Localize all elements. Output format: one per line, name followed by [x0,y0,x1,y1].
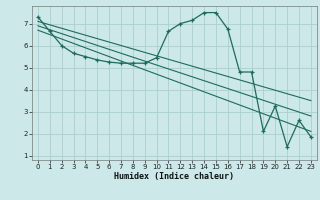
X-axis label: Humidex (Indice chaleur): Humidex (Indice chaleur) [115,172,234,181]
